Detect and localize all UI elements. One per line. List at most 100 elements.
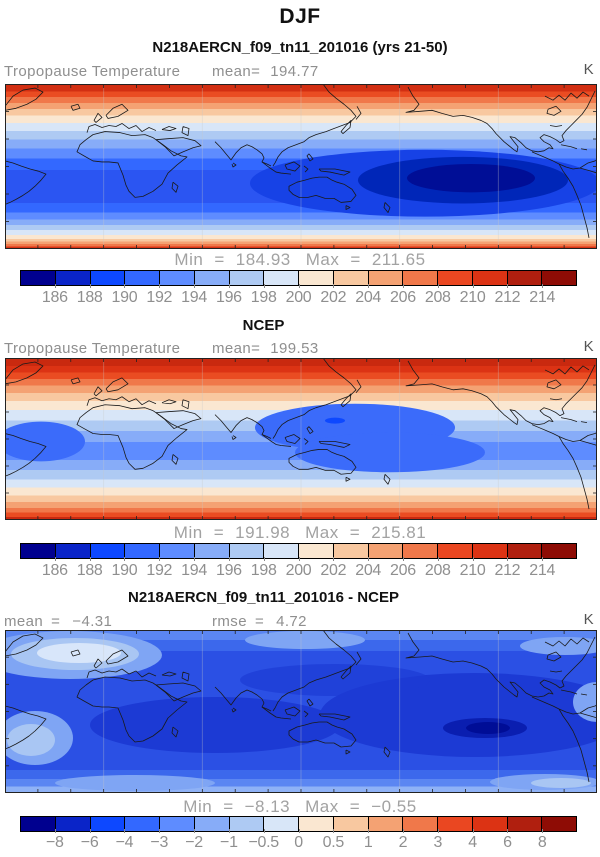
colorbar-tick: [89, 829, 91, 833]
colorbar-tick: [402, 829, 404, 833]
colorbar-segment: [506, 271, 542, 285]
colorbar-tick: [194, 829, 196, 833]
colorbar-tick: [402, 557, 404, 561]
colorbar-label: 0.5: [322, 834, 345, 851]
min-label: Min: [183, 797, 213, 816]
max-value: 211.65: [371, 250, 426, 269]
colorbar-segment: [159, 817, 194, 831]
colorbar-tick: [507, 557, 509, 561]
colorbar-tick: [507, 284, 509, 288]
colorbar-label: 196: [215, 562, 242, 579]
longitude-gridlines: [103, 84, 499, 249]
diff-rmse: rmse = 4.72: [212, 613, 307, 630]
colorbar-segment: [193, 271, 229, 285]
colorbar-label: 192: [146, 289, 173, 306]
max-value: −0.55: [371, 797, 417, 816]
colorbar-label: 198: [250, 562, 277, 579]
colorbar-tick: [542, 829, 544, 833]
colorbar-segment: [298, 817, 333, 831]
ncep-map: [5, 358, 597, 520]
colorbar-label: −0.5: [248, 834, 279, 851]
colorbar-label: 204: [355, 289, 382, 306]
colorbar-segment: [541, 544, 576, 558]
colorbar-label: 200: [285, 562, 312, 579]
max-label: Max: [305, 523, 339, 542]
model-cold-core-blobs: [250, 149, 597, 217]
min-label: Min: [174, 250, 204, 269]
colorbar-label: −6: [80, 834, 99, 851]
colorbar-segment: [437, 271, 472, 285]
colorbar-tick: [368, 284, 370, 288]
map-border: [5, 358, 597, 520]
colorbar-tick: [263, 284, 265, 288]
colorbar-label: 6: [503, 834, 512, 851]
model-units-label: K: [583, 61, 594, 78]
colorbar-label: 202: [320, 562, 347, 579]
colorbar-segment: [54, 544, 90, 558]
ncep-mean: mean= 199.53: [212, 340, 319, 357]
colorbar-segment: [21, 544, 55, 558]
colorbar-tick: [89, 284, 91, 288]
colorbar-segment: [332, 544, 368, 558]
colorbar-label: −1: [220, 834, 238, 851]
colorbar-segment: [228, 271, 264, 285]
colorbar-tick: [228, 829, 230, 833]
colorbar-tick: [437, 284, 439, 288]
model-colorbar-labels: 186 188 190 192 194 196 198 200 202 204 206 208 210 2…: [20, 284, 577, 306]
colorbar-label: 196: [215, 289, 242, 306]
colorbar-tick: [263, 557, 265, 561]
colorbar-tick: [159, 284, 161, 288]
colorbar-tick: [437, 829, 439, 833]
map-border: [5, 84, 597, 249]
model-map: [5, 84, 597, 249]
colorbar-label: 4: [468, 834, 477, 851]
colorbar-segment: [193, 817, 229, 831]
colorbar-label: 186: [41, 289, 68, 306]
colorbar-segment: [367, 817, 403, 831]
colorbar-segment: [89, 817, 125, 831]
map-border: [5, 630, 597, 793]
colorbar-segment: [506, 817, 542, 831]
colorbar-segment: [193, 544, 229, 558]
colorbar-tick: [472, 829, 474, 833]
colorbar-segment: [471, 544, 507, 558]
colorbar-segment: [402, 271, 437, 285]
diff-title: N218AERCN_f09_tn11_201016 - NCEP: [128, 589, 399, 606]
model-map-plot: [5, 84, 597, 249]
colorbar-tick: [472, 284, 474, 288]
colorbar-tick: [124, 284, 126, 288]
model-header-row: Tropopause Temperature mean= 194.77 K: [4, 61, 596, 80]
ncep-map-plot: [5, 358, 597, 520]
colorbar-label: 188: [76, 562, 103, 579]
colorbar-tick: [54, 557, 56, 561]
colorbar-tick: [124, 557, 126, 561]
colorbar-tick: [298, 829, 300, 833]
colorbar-label: 8: [537, 834, 547, 851]
model-field-label: Tropopause Temperature: [4, 63, 181, 80]
ncep-header-row: Tropopause Temperature mean= 199.53 K: [4, 338, 596, 357]
colorbar-label: 3: [433, 834, 443, 851]
colorbar-tick: [542, 557, 544, 561]
colorbar-label: 208: [424, 562, 451, 579]
colorbar-segment: [124, 817, 159, 831]
colorbar-label: −2: [185, 834, 203, 851]
diff-map-plot: [5, 630, 597, 793]
colorbar-label: 200: [285, 289, 312, 306]
colorbar-segment: [54, 271, 90, 285]
diff-mean: mean = −4.31: [4, 613, 113, 630]
colorbar-tick: [298, 284, 300, 288]
colorbar-tick: [437, 557, 439, 561]
colorbar-segment: [21, 271, 55, 285]
min-value: 191.98: [235, 523, 291, 542]
colorbar-segment: [89, 271, 125, 285]
min-value: −8.13: [244, 797, 291, 816]
colorbar-tick: [159, 557, 161, 561]
max-label: Max: [305, 797, 339, 816]
colorbar-segment: [471, 817, 507, 831]
colorbar-label: 192: [146, 562, 173, 579]
min-label: Min: [173, 523, 203, 542]
diff-units-label: K: [583, 611, 594, 628]
colorbar-tick: [228, 284, 230, 288]
diff-colorbar-labels: −8 −6 −4 −3 −2 −1 −0.5 0 0.5 1 2 3 4 6 8: [20, 829, 577, 851]
